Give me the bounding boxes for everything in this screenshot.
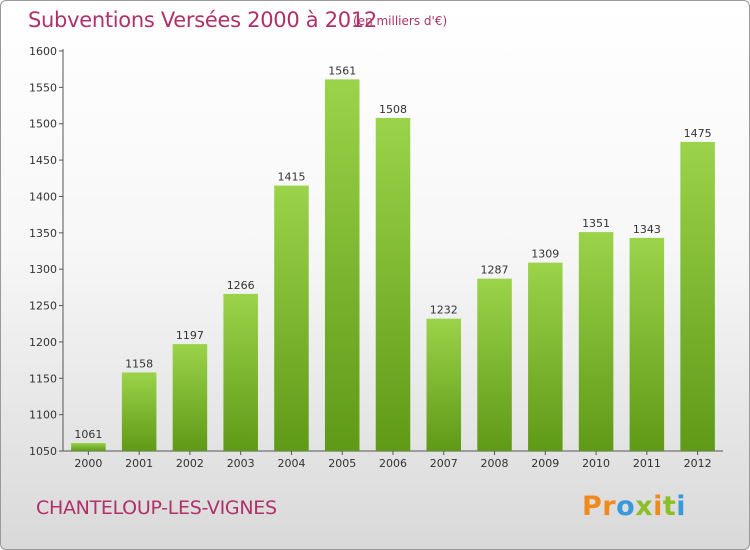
value-label: 1061 <box>74 428 102 441</box>
y-tick-label: 1400 <box>29 190 57 203</box>
place-name: CHANTELOUP-LES-VIGNES <box>36 497 277 519</box>
y-tick-label: 1350 <box>29 227 57 240</box>
x-tick-label: 2004 <box>277 457 305 470</box>
value-label: 1415 <box>277 171 305 184</box>
logo-letter: t <box>662 491 677 522</box>
chart-bars: 1061 1158 1197 1266 1415 1561 1508 1232 1287 1309… <box>71 64 715 451</box>
bar-2008 <box>477 278 512 451</box>
bar-2012 <box>680 141 715 451</box>
logo-letter: P <box>582 491 603 522</box>
bar-2003 <box>223 293 258 451</box>
value-label: 1343 <box>633 223 661 236</box>
logo-letter: x <box>635 491 654 522</box>
y-tick-label: 1500 <box>29 118 57 131</box>
logo-letter: i <box>653 491 663 522</box>
y-tick-label: 1600 <box>29 45 57 58</box>
bar-2004 <box>274 185 309 451</box>
value-label: 1351 <box>582 217 610 230</box>
x-tick-label: 2007 <box>430 457 458 470</box>
x-tick-label: 2008 <box>481 457 509 470</box>
x-tick-label: 2010 <box>582 457 610 470</box>
value-label: 1508 <box>379 103 407 116</box>
value-label: 1232 <box>430 304 458 317</box>
y-tick-label: 1300 <box>29 263 57 276</box>
y-tick-label: 1050 <box>29 445 57 458</box>
x-tick-label: 2011 <box>633 457 661 470</box>
value-label: 1266 <box>227 279 255 292</box>
chart-title: Subventions Versées 2000 à 2012 <box>28 8 377 32</box>
proxiti-logo: Proxiti <box>582 491 686 522</box>
value-label: 1561 <box>328 64 356 77</box>
bar-2002 <box>172 344 208 451</box>
value-label: 1158 <box>125 357 153 370</box>
y-tick-label: 1250 <box>29 300 57 313</box>
x-tick-label: 2006 <box>379 457 407 470</box>
bar-2010 <box>578 232 614 451</box>
y-tick-label: 1200 <box>29 336 57 349</box>
chart-subtitle: (en milliers d'€) <box>353 14 448 28</box>
y-tick-label: 1150 <box>29 372 57 385</box>
bar-2006 <box>375 117 411 451</box>
x-tick-label: 2003 <box>227 457 255 470</box>
y-tick-label: 1550 <box>29 81 57 94</box>
logo-letter: r <box>602 491 617 522</box>
x-tick-label: 2009 <box>531 457 559 470</box>
bar-2007 <box>426 318 462 451</box>
bar-2001 <box>121 372 157 451</box>
value-label: 1197 <box>176 329 204 342</box>
value-label: 1287 <box>481 264 509 277</box>
x-tick-label: 2005 <box>328 457 356 470</box>
x-tick-label: 2000 <box>74 457 102 470</box>
x-tick-label: 2002 <box>176 457 204 470</box>
logo-letter: o <box>616 491 636 522</box>
y-tick-label: 1450 <box>29 154 57 167</box>
logo-letter: i <box>676 491 687 522</box>
value-label: 1475 <box>684 127 712 140</box>
y-tick-label: 1100 <box>29 409 57 422</box>
bar-2009 <box>528 262 563 451</box>
bar-2005 <box>324 79 360 451</box>
x-tick-label: 2012 <box>684 457 712 470</box>
bar-2000 <box>71 443 106 451</box>
value-label: 1309 <box>531 248 559 261</box>
chart-axes: 1050 1100 1150 1200 1250 1300 1350 1400 1450 1500… <box>29 45 723 470</box>
x-tick-label: 2001 <box>125 457 153 470</box>
bar-2011 <box>629 237 665 451</box>
